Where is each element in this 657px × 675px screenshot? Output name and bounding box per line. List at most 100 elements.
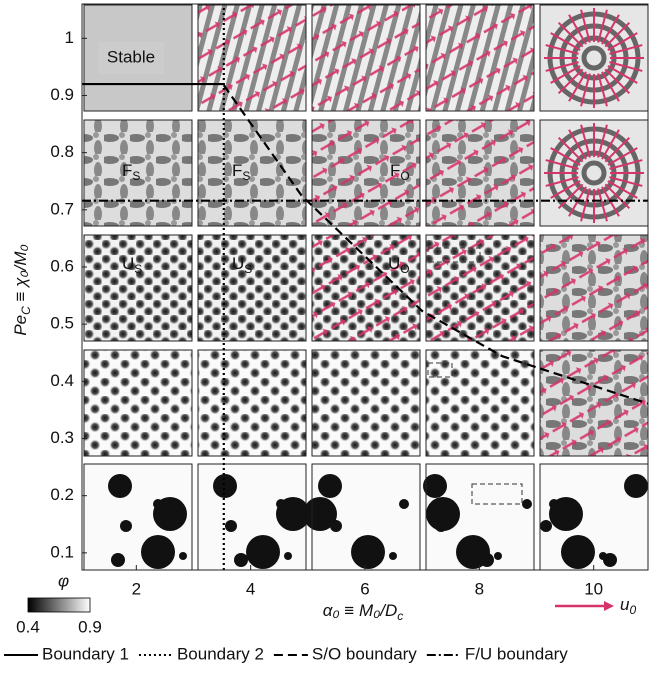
droplet (141, 535, 175, 569)
y-tick-label: 0.1 (50, 542, 74, 561)
panel-frame (83, 4, 193, 112)
panel-frame (83, 234, 193, 342)
flow-arrow (604, 68, 631, 95)
droplet (225, 520, 237, 532)
droplet (561, 535, 595, 569)
droplet (284, 552, 292, 560)
zoom-box (427, 247, 481, 263)
boundaries (82, 4, 649, 570)
flow-arrow (597, 9, 608, 43)
flow-arrow (557, 21, 584, 48)
droplet (330, 520, 342, 532)
flow-arrow (557, 183, 584, 210)
flow-arrow (580, 188, 591, 222)
arrow-key-label: u0 (620, 595, 636, 617)
zoom-box (427, 362, 453, 378)
panel-label: Stable (107, 47, 155, 66)
flow-arrows (312, 235, 420, 341)
droplet (540, 520, 552, 532)
y-tick-label: 0.5 (50, 314, 74, 333)
panel-labels: Stable FS FS FO US US UO (98, 42, 410, 276)
boundary-line (222, 84, 649, 405)
droplet (108, 474, 132, 498)
droplet (494, 552, 502, 560)
y-axis-label: PeC ≡ χ₀/M₀ (11, 244, 33, 335)
flow-arrow (550, 147, 581, 166)
flow-arrow (557, 68, 584, 95)
panel (198, 120, 306, 226)
flow-arrow (607, 65, 638, 84)
flow-arrows (540, 350, 648, 456)
arrow-key-head (604, 601, 614, 611)
flow-arrow (568, 71, 587, 102)
panels (83, 4, 649, 571)
panel-frame (311, 234, 421, 342)
colorbar (27, 597, 91, 613)
flow-arrow (545, 44, 579, 55)
droplet (213, 474, 237, 498)
droplet (111, 553, 125, 567)
flow-arrow (604, 136, 631, 163)
panel-frame (425, 349, 535, 457)
droplet (549, 499, 559, 509)
panel-frame (197, 119, 307, 227)
flow-arrow (607, 180, 638, 199)
panel-frame (311, 119, 421, 227)
flow-arrow (545, 159, 579, 170)
droplet (179, 552, 187, 560)
panel-frame (83, 349, 193, 457)
legend-label: Boundary 1 (42, 644, 129, 663)
colorbar-tick-label: 0.9 (78, 617, 102, 636)
y-tick-label: 0.9 (50, 85, 74, 104)
y-tick-label: 0.6 (50, 256, 74, 275)
droplet (351, 535, 385, 569)
y-tick-label: 0.3 (50, 428, 74, 447)
panel (198, 235, 306, 341)
panel-label: US (122, 254, 142, 276)
flow-arrows (198, 5, 306, 111)
x-tick-label: 2 (132, 579, 141, 598)
flow-arrows (426, 235, 534, 341)
flow-arrows (426, 5, 534, 111)
x-tick-label: 8 (475, 579, 484, 598)
flow-arrow (607, 32, 638, 51)
panel (198, 350, 306, 456)
flow-arrow (550, 32, 581, 51)
flow-arrow (557, 136, 584, 163)
flow-arrow (601, 129, 620, 160)
flow-arrow (545, 61, 579, 72)
flow-arrow (580, 124, 591, 158)
label-box (98, 42, 164, 74)
flow-arrow (601, 14, 620, 45)
panel-frame (197, 234, 307, 342)
y-tick-label: 0.7 (50, 199, 74, 218)
legend-label: F/U boundary (465, 644, 568, 663)
legend-label: S/O boundary (312, 644, 417, 663)
droplet (234, 553, 248, 567)
panel-frame (425, 4, 535, 112)
droplet (276, 499, 286, 509)
droplet (246, 535, 280, 569)
flow-arrows (540, 235, 648, 341)
panel-frame (197, 4, 307, 112)
panel (312, 350, 420, 456)
panel-label: US (232, 254, 252, 276)
droplet (153, 499, 163, 509)
panel-frame (197, 349, 307, 457)
ring (581, 45, 607, 71)
flow-arrow (550, 180, 581, 199)
y-tick-label: 1 (65, 28, 74, 47)
flow-arrow (580, 73, 591, 107)
panel-frame (425, 119, 535, 227)
x-axis-label: α₀ ≡ M₀/Dc (323, 601, 404, 623)
flow-arrow (609, 61, 643, 72)
flow-arrow (609, 176, 643, 187)
x-tick-label: 4 (246, 579, 255, 598)
colorbar-label: φ (58, 571, 69, 590)
droplet (624, 474, 648, 498)
x-tick-label: 6 (360, 579, 369, 598)
flow-arrow (545, 176, 579, 187)
x-tick-label: 10 (584, 579, 603, 598)
flow-arrow (601, 71, 620, 102)
